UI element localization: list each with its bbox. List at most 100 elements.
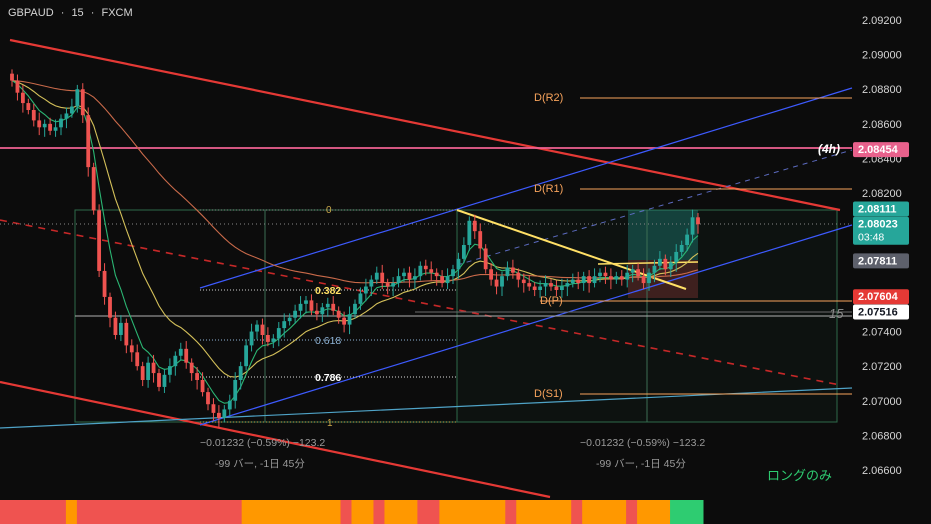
candle-body[interactable] bbox=[668, 262, 673, 270]
candle-body[interactable] bbox=[151, 362, 156, 374]
candle-body[interactable] bbox=[336, 310, 341, 318]
candle-body[interactable] bbox=[184, 348, 189, 363]
candle-body[interactable] bbox=[549, 283, 553, 287]
candle-body[interactable] bbox=[113, 317, 118, 335]
lower-red-trendline[interactable] bbox=[0, 380, 551, 499]
candle-body[interactable] bbox=[59, 118, 63, 128]
candle-body[interactable] bbox=[385, 283, 390, 287]
candle-body[interactable] bbox=[696, 217, 700, 225]
candle-body[interactable] bbox=[80, 89, 85, 116]
candle-body[interactable] bbox=[674, 251, 679, 263]
candle-body[interactable] bbox=[608, 276, 613, 280]
candle-body[interactable] bbox=[10, 73, 14, 81]
candle-body[interactable] bbox=[222, 409, 227, 419]
teal-support-line[interactable] bbox=[0, 387, 853, 429]
candle-body[interactable] bbox=[304, 300, 308, 304]
candle-body[interactable] bbox=[260, 324, 265, 335]
candle-body[interactable] bbox=[140, 366, 145, 380]
candle-body[interactable] bbox=[271, 338, 276, 342]
candle-body[interactable] bbox=[489, 269, 494, 280]
candle-body[interactable] bbox=[396, 276, 401, 284]
candle-body[interactable] bbox=[146, 362, 151, 380]
candle-body[interactable] bbox=[467, 220, 472, 245]
candle-body[interactable] bbox=[510, 267, 515, 273]
candle-body[interactable] bbox=[576, 279, 581, 284]
candle-body[interactable] bbox=[527, 283, 532, 287]
candle-body[interactable] bbox=[603, 272, 608, 277]
candle-body[interactable] bbox=[630, 269, 635, 273]
candle-body[interactable] bbox=[587, 276, 592, 284]
candle-body[interactable] bbox=[647, 272, 651, 284]
candle-body[interactable] bbox=[189, 362, 194, 374]
candle-body[interactable] bbox=[380, 272, 385, 284]
candle-body[interactable] bbox=[86, 115, 91, 168]
candle-body[interactable] bbox=[440, 276, 445, 284]
candle-body[interactable] bbox=[287, 317, 292, 322]
candle-body[interactable] bbox=[53, 127, 58, 131]
candle-body[interactable] bbox=[320, 307, 325, 315]
candle-body[interactable] bbox=[244, 345, 249, 367]
candle-body[interactable] bbox=[358, 293, 363, 304]
candle-body[interactable] bbox=[538, 286, 543, 290]
candle-body[interactable] bbox=[559, 286, 564, 290]
candle-body[interactable] bbox=[581, 276, 586, 284]
candle-body[interactable] bbox=[625, 272, 630, 280]
candle-body[interactable] bbox=[570, 279, 575, 284]
candle-body[interactable] bbox=[129, 345, 134, 353]
candle-body[interactable] bbox=[451, 269, 455, 277]
candle-body[interactable] bbox=[412, 276, 417, 280]
candle-body[interactable] bbox=[391, 283, 396, 287]
candle-body[interactable] bbox=[293, 310, 298, 318]
candle-body[interactable] bbox=[211, 404, 216, 413]
candle-body[interactable] bbox=[494, 279, 499, 287]
candle-body[interactable] bbox=[663, 258, 668, 270]
candle-body[interactable] bbox=[97, 210, 102, 271]
candle-body[interactable] bbox=[249, 331, 254, 346]
channel-lower-line[interactable] bbox=[199, 224, 853, 426]
candle-body[interactable] bbox=[402, 272, 406, 277]
candle-body[interactable] bbox=[238, 366, 243, 380]
candle-body[interactable] bbox=[325, 303, 330, 308]
candle-body[interactable] bbox=[614, 276, 619, 280]
candle-body[interactable] bbox=[200, 380, 205, 393]
candle-body[interactable] bbox=[505, 267, 510, 277]
candle-body[interactable] bbox=[15, 80, 20, 93]
candle-body[interactable] bbox=[233, 380, 238, 401]
candle-body[interactable] bbox=[102, 270, 107, 297]
candle-body[interactable] bbox=[363, 286, 368, 294]
upper-red-trendline[interactable] bbox=[9, 38, 841, 212]
candle-body[interactable] bbox=[652, 265, 657, 273]
candle-body[interactable] bbox=[434, 272, 439, 277]
candle-body[interactable] bbox=[516, 272, 521, 280]
candle-body[interactable] bbox=[347, 314, 352, 325]
candle-body[interactable] bbox=[118, 322, 123, 335]
candle-body[interactable] bbox=[26, 103, 31, 110]
candle-body[interactable] bbox=[598, 272, 602, 277]
price-axis[interactable]: 2.092002.090002.088002.086002.084002.082… bbox=[862, 15, 902, 477]
candle-body[interactable] bbox=[472, 220, 477, 232]
candle-body[interactable] bbox=[685, 234, 690, 245]
candle-body[interactable] bbox=[641, 276, 646, 284]
candle-body[interactable] bbox=[157, 373, 161, 387]
candle-body[interactable] bbox=[342, 317, 347, 325]
candle-body[interactable] bbox=[48, 123, 53, 131]
candle-body[interactable] bbox=[679, 245, 684, 252]
candle-body[interactable] bbox=[407, 272, 412, 280]
candle-body[interactable] bbox=[314, 310, 319, 315]
candle-body[interactable] bbox=[195, 373, 200, 380]
candle-body[interactable] bbox=[178, 348, 183, 356]
candle-body[interactable] bbox=[20, 92, 25, 104]
candle-body[interactable] bbox=[456, 258, 461, 270]
candle-body[interactable] bbox=[690, 217, 695, 235]
candle-body[interactable] bbox=[521, 279, 526, 284]
candle-body[interactable] bbox=[543, 283, 548, 287]
candle-body[interactable] bbox=[592, 276, 597, 284]
candle-body[interactable] bbox=[64, 113, 69, 119]
candle-body[interactable] bbox=[429, 269, 434, 273]
candle-body[interactable] bbox=[69, 106, 74, 114]
channel-upper-line[interactable] bbox=[199, 87, 853, 289]
candle-body[interactable] bbox=[124, 322, 129, 346]
candle-body[interactable] bbox=[298, 303, 303, 311]
candle-body[interactable] bbox=[423, 265, 428, 270]
candle-body[interactable] bbox=[162, 374, 167, 387]
